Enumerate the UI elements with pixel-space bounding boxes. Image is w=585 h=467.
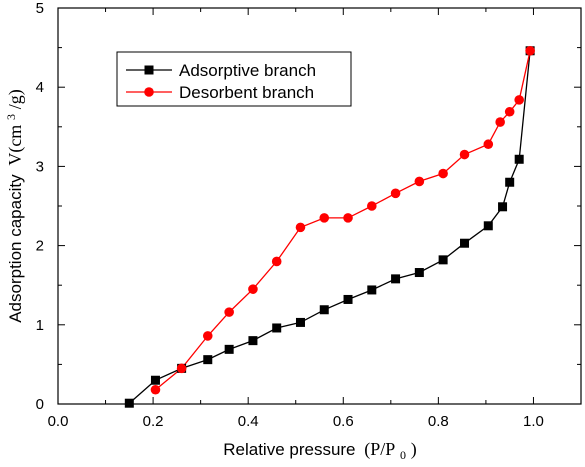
y-axis-title-unit-a: V(cm <box>5 125 26 166</box>
legend-box <box>116 51 352 107</box>
point-desorbent <box>202 331 213 341</box>
point-desorbent <box>319 213 330 223</box>
x-tick-label: 0.6 <box>333 413 354 430</box>
point-adsorptive <box>505 177 515 187</box>
y-tick-label: 0 <box>36 396 44 413</box>
point-adsorptive <box>295 317 305 327</box>
point-adsorptive <box>438 255 448 265</box>
point-desorbent <box>525 45 535 56</box>
x-axis-title: Relative pressure (P/P 0 ) <box>223 439 417 463</box>
point-adsorptive <box>514 154 524 164</box>
point-desorbent <box>176 363 187 374</box>
point-adsorptive <box>319 305 329 315</box>
point-adsorptive <box>414 268 424 278</box>
legend-marker-desorbent <box>144 87 154 97</box>
point-desorbent <box>459 149 470 160</box>
x-tick-label: 0.0 <box>48 413 69 430</box>
x-tick-label: 0.4 <box>238 413 259 430</box>
point-desorbent <box>367 201 377 211</box>
point-adsorptive <box>498 202 508 212</box>
point-desorbent <box>414 176 425 187</box>
legend-label-adsorptive: Adsorptive branch <box>179 61 316 80</box>
point-adsorptive <box>460 238 470 248</box>
point-adsorptive <box>224 344 234 354</box>
x-axis-title-main: Relative pressure <box>223 440 355 459</box>
y-axis-title-sup: 3 <box>4 114 18 120</box>
x-axis-title-close: ) <box>411 439 417 460</box>
x-axis-ticks: 0.0 0.2 0.4 0.6 0.8 1.0 <box>48 8 544 430</box>
series-layer <box>124 45 535 408</box>
point-desorbent <box>390 188 401 199</box>
point-desorbent <box>495 117 505 127</box>
x-tick-label: 0.2 <box>143 413 164 430</box>
y-tick-label: 4 <box>36 79 44 96</box>
point-adsorptive <box>483 221 493 231</box>
y-tick-label: 2 <box>36 238 44 255</box>
y-tick-label: 1 <box>36 317 44 334</box>
point-adsorptive <box>272 323 282 333</box>
point-desorbent <box>343 213 353 223</box>
point-desorbent <box>248 284 258 294</box>
x-axis-title-expr: (P/P <box>364 439 395 460</box>
point-desorbent <box>504 106 515 117</box>
point-adsorptive <box>248 336 258 346</box>
x-axis-title-sub: 0 <box>400 448 406 462</box>
point-desorbent <box>150 384 161 395</box>
point-adsorptive <box>367 285 377 295</box>
point-desorbent <box>295 222 306 233</box>
point-adsorptive <box>391 274 401 284</box>
point-desorbent <box>224 307 234 317</box>
point-adsorptive <box>203 355 213 365</box>
y-tick-label: 5 <box>36 0 44 17</box>
y-axis-ticks: 0 1 2 3 4 5 <box>36 0 581 413</box>
y-axis-title: Adsorption capacity V(cm 3 /g) <box>0 89 26 323</box>
x-tick-label: 1.0 <box>523 413 544 430</box>
legend: Adsorptive branch Desorbent branch <box>116 51 352 107</box>
y-axis-title-main: Adsorption capacity <box>6 174 25 323</box>
point-desorbent <box>271 256 282 267</box>
point-adsorptive <box>150 375 160 385</box>
x-tick-label: 0.8 <box>428 413 449 430</box>
point-desorbent <box>483 139 494 150</box>
legend-label-desorbent: Desorbent branch <box>179 83 314 102</box>
legend-marker-adsorptive <box>144 65 154 75</box>
point-adsorptive <box>124 398 134 408</box>
point-desorbent <box>438 168 448 179</box>
y-tick-label: 3 <box>36 158 44 175</box>
y-axis-title-unit-b: /g) <box>5 89 26 109</box>
point-desorbent <box>514 95 524 105</box>
point-adsorptive <box>343 294 353 304</box>
